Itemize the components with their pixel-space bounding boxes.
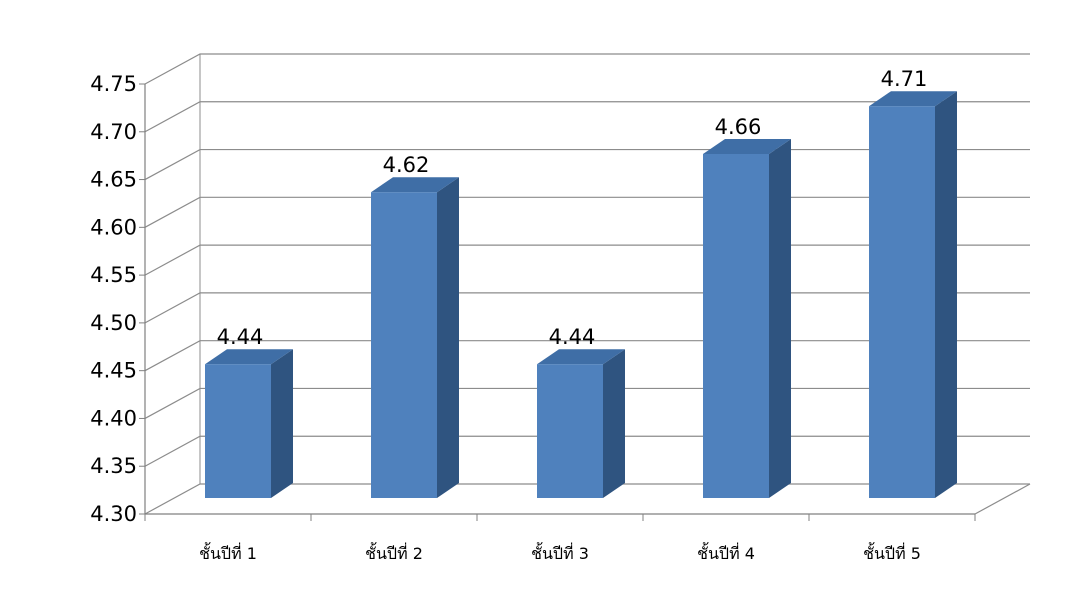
bar-side-face (935, 91, 957, 498)
bar-front-face (537, 364, 603, 498)
data-label: 4.44 (217, 325, 264, 349)
y-tick-label: 4.35 (90, 454, 137, 478)
bar (537, 349, 625, 498)
y-tick-label: 4.40 (90, 406, 137, 430)
bar-front-face (371, 192, 437, 498)
x-tick-label: ชั้นปีที่ 2 (365, 542, 423, 563)
bar (869, 91, 957, 498)
y-tick-label: 4.50 (90, 311, 137, 335)
bar (371, 177, 459, 498)
bar (205, 349, 293, 498)
y-tick-label: 4.55 (90, 263, 137, 287)
bar-front-face (703, 154, 769, 498)
bar (703, 139, 791, 498)
y-tick-label: 4.65 (90, 168, 137, 192)
data-label: 4.44 (549, 325, 596, 349)
y-tick-label: 4.60 (90, 215, 137, 239)
y-tick-label: 4.30 (90, 502, 137, 526)
y-tick-label: 4.45 (90, 359, 137, 383)
bar-front-face (205, 364, 271, 498)
data-label: 4.62 (383, 153, 430, 177)
y-tick-label: 4.75 (90, 72, 137, 96)
y-tick-label: 4.70 (90, 120, 137, 144)
data-label: 4.71 (881, 67, 928, 91)
bar-side-face (769, 139, 791, 498)
bar-side-face (437, 177, 459, 498)
x-tick-label: ชั้นปีที่ 3 (531, 542, 589, 563)
data-label: 4.66 (715, 115, 762, 139)
x-tick-label: ชั้นปีที่ 5 (863, 542, 921, 563)
bar-side-face (271, 349, 293, 498)
x-tick-label: ชั้นปีที่ 1 (199, 542, 257, 563)
x-tick-label: ชั้นปีที่ 4 (697, 542, 755, 563)
bar-front-face (869, 106, 935, 498)
bar-side-face (603, 349, 625, 498)
